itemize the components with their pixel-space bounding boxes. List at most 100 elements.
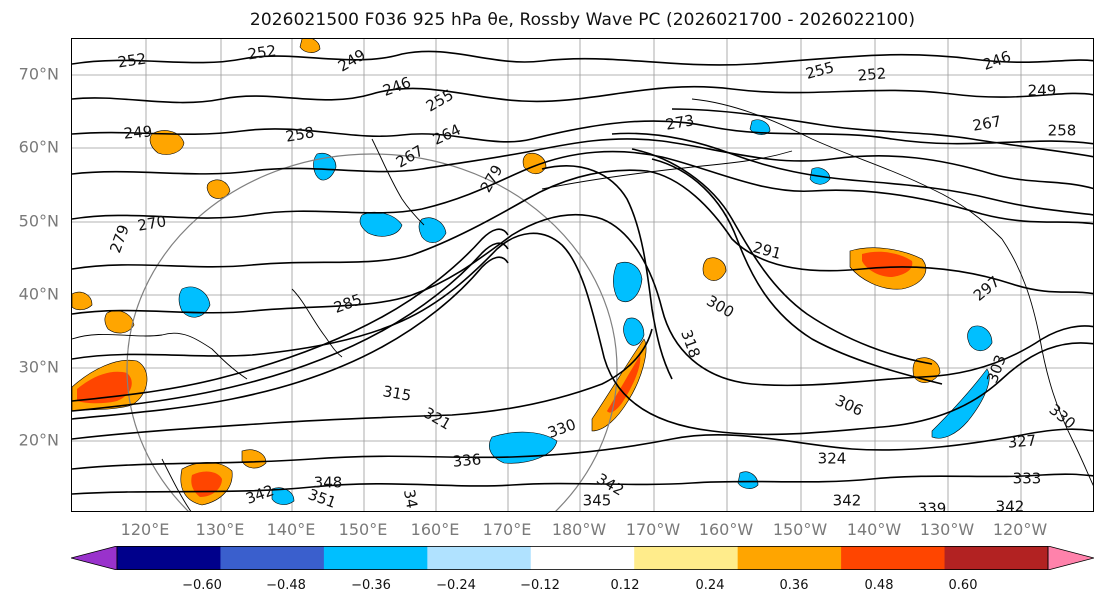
- contour-label: 249: [123, 122, 153, 142]
- coastline-japan: [291, 288, 343, 358]
- shading-patch: [149, 130, 185, 155]
- contour-label: 249: [1028, 82, 1057, 100]
- shading-patch: [72, 291, 93, 311]
- shading-patch: [489, 431, 558, 464]
- contour-line: [631, 148, 933, 365]
- contour-label: 327: [1007, 431, 1037, 451]
- contour-label: 255: [804, 58, 836, 83]
- shading-patch: [271, 487, 295, 505]
- shading-patch: [623, 317, 645, 346]
- contour-label: 324: [818, 450, 847, 468]
- lon-label-120e: 120°E: [120, 520, 170, 539]
- contour-line: [72, 242, 509, 412]
- shading-patch: [206, 179, 231, 199]
- anomaly-shading: [72, 39, 993, 506]
- colorbar-extend-high: [1047, 545, 1096, 571]
- colorbar-tick-label: −0.60: [182, 578, 222, 593]
- contour-label: 330: [545, 415, 578, 442]
- lon-label-160e: 160°E: [410, 520, 460, 539]
- shading-patch: [359, 212, 403, 237]
- lat-label-40n: 40°N: [18, 284, 59, 304]
- colorbar-tick-label: −0.12: [520, 578, 560, 593]
- shading-patch: [313, 152, 337, 181]
- contour-label: 246: [980, 47, 1013, 74]
- shading-patch: [191, 471, 222, 497]
- colorbar-tick-label: 0.24: [695, 578, 725, 593]
- contour-line: [72, 228, 509, 402]
- colorbar-segment: [737, 546, 842, 570]
- colorbar-segment: [944, 546, 1049, 570]
- shading-patch: [737, 471, 759, 489]
- contour-label: 252: [116, 50, 147, 72]
- contour-line: [72, 120, 1093, 145]
- contour-label: 306: [832, 391, 866, 419]
- contour-label: 318: [677, 327, 704, 360]
- shading-patch: [613, 261, 643, 303]
- lon-label-180w: 180°W: [551, 520, 607, 539]
- lat-label-70n: 70°N: [18, 64, 59, 84]
- theta-e-contours: [72, 50, 1093, 495]
- lat-label-30n: 30°N: [18, 357, 59, 377]
- contour-label: 285: [331, 290, 364, 317]
- coastline-kamchatka: [371, 138, 425, 226]
- colorbar-segment: [634, 546, 739, 570]
- lat-label-60n: 60°N: [18, 137, 59, 157]
- contour-label: 333: [1013, 470, 1042, 488]
- contour-label: 279: [477, 162, 507, 196]
- plot-title: 2026021500 F036 925 hPa θe, Rossby Wave …: [249, 10, 916, 30]
- contour-line: [541, 165, 673, 380]
- colorbar-tick-label: −0.24: [436, 578, 476, 593]
- contour-label: 342: [243, 481, 276, 508]
- lon-label-140w: 140°W: [846, 520, 902, 539]
- coastline-aleutians: [541, 150, 793, 190]
- contour-line: [72, 213, 1093, 387]
- shading-patch: [418, 217, 447, 243]
- colorbar: [69, 545, 1096, 571]
- contour-line: [72, 232, 1093, 436]
- contour-label: 297: [970, 273, 1004, 305]
- contour-line: [651, 158, 943, 385]
- contour-label: 339: [918, 500, 947, 513]
- contour-line: [72, 50, 1093, 66]
- colorbar-tick-label: −0.36: [351, 578, 391, 593]
- contour-label: 336: [452, 450, 482, 470]
- colorbar-segment: [323, 546, 428, 570]
- lon-label-160w: 160°W: [698, 520, 754, 539]
- contour-label: 273: [664, 111, 695, 134]
- contour-label: 267: [971, 112, 1002, 135]
- lat-label-50n: 50°N: [18, 211, 59, 231]
- shading-patch: [862, 251, 913, 277]
- contour-label: 249: [335, 46, 369, 76]
- contour-line: [671, 108, 1093, 158]
- contour-line: [72, 256, 509, 420]
- reference-ellipse: [126, 153, 618, 511]
- contour-label: 258: [1048, 122, 1077, 140]
- shading-patch: [931, 368, 990, 439]
- coastline-asia: [72, 332, 248, 380]
- colorbar-segment: [841, 546, 946, 570]
- colorbar-tick-label: 0.60: [948, 578, 978, 593]
- contour-line: [72, 169, 1093, 295]
- colorbar-tick-label: 0.36: [779, 578, 809, 593]
- lon-label-170w: 170°W: [625, 520, 681, 539]
- contour-label: 246: [380, 73, 413, 100]
- colorbar-segment: [117, 546, 221, 570]
- contour-label: 279: [106, 222, 133, 255]
- contour-label: 255: [423, 86, 457, 116]
- lon-label-120w: 120°W: [992, 520, 1048, 539]
- contour-line: [72, 328, 653, 440]
- lon-label-150w: 150°W: [772, 520, 828, 539]
- colorbar-segment: [220, 546, 325, 570]
- shading-patch: [241, 449, 267, 469]
- contour-label: 303: [983, 352, 1010, 385]
- contour-label: 348: [314, 474, 343, 492]
- map-panel: 252 252 249 246 255 249 258 264 267 273 279 270 279 2…: [71, 38, 1094, 512]
- shading-patch: [104, 310, 135, 334]
- contour-label: 330: [1046, 401, 1080, 433]
- coastline-philippines: [161, 458, 192, 511]
- contour-line: [611, 132, 1093, 216]
- lon-label-170e: 170°E: [482, 520, 532, 539]
- lon-label-130w: 130°W: [919, 520, 975, 539]
